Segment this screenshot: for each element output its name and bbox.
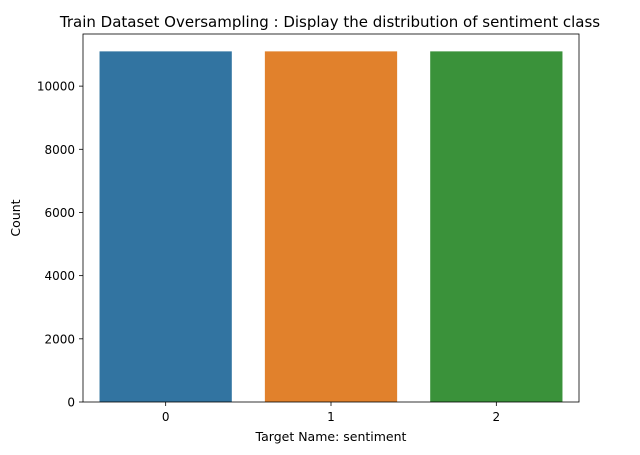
chart-title: Train Dataset Oversampling : Display the… [59,13,600,31]
y-tick-label-6000: 6000 [44,206,75,220]
y-tick-label-4000: 4000 [44,269,75,283]
x-axis-label: Target Name: sentiment [255,429,407,444]
plot-frame [82,33,580,403]
y-tick-label-0: 0 [67,396,75,410]
y-tick-label-10000: 10000 [37,80,75,94]
bar-1 [264,51,398,403]
x-tick-label-0: 0 [162,410,170,424]
bar-2 [430,51,563,403]
bar-0 [99,51,232,403]
y-tick-label-8000: 8000 [44,143,75,157]
y-axis-label: Count [8,199,23,236]
y-axis-ticks: 0 2000 4000 6000 8000 10000 [37,80,83,410]
x-axis-ticks: 0 1 2 [162,402,500,424]
bars-group [99,51,563,403]
x-tick-label-2: 2 [493,410,501,424]
y-tick-label-2000: 2000 [44,332,75,346]
x-tick-label-1: 1 [327,410,335,424]
